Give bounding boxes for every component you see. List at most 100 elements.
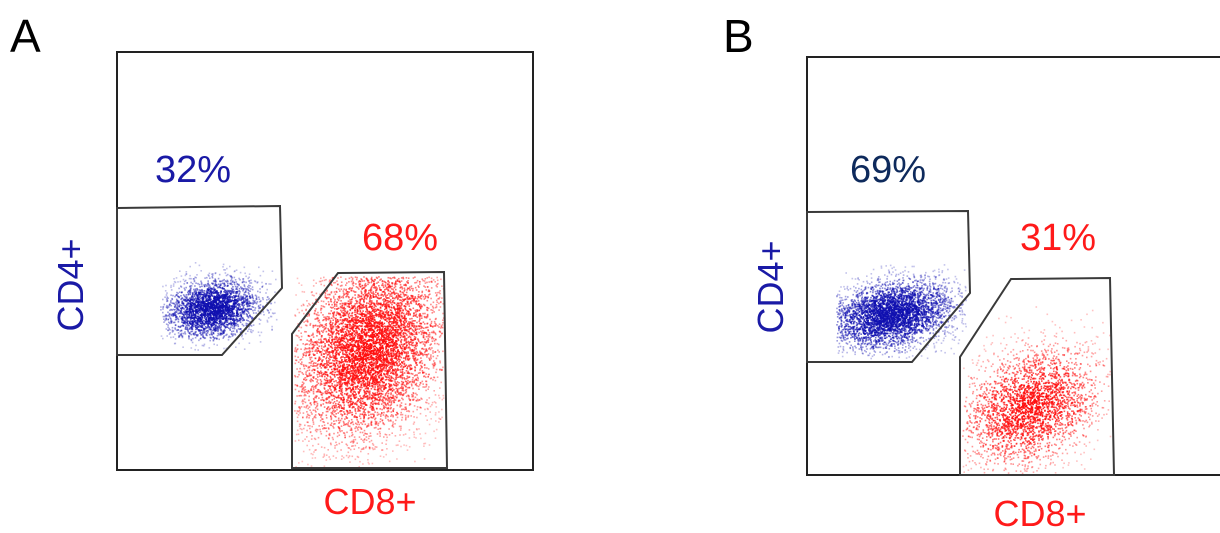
panel-a-cd8-event — [346, 349, 348, 352]
panel-a-cd4-event — [231, 292, 233, 294]
panel-a-cd4-event — [193, 293, 196, 296]
panel-a-cd4-event — [206, 276, 208, 279]
panel-a-cd8-event — [358, 423, 360, 426]
panel-a-cd8-event — [304, 324, 307, 327]
panel-a-cd8-event — [383, 361, 385, 364]
panel-a-cd4-event — [190, 281, 192, 284]
panel-a-cd4-event — [165, 317, 168, 320]
panel-a-cd8-event — [349, 342, 351, 344]
panel-a-cd4-event — [192, 325, 194, 328]
panel-a-cd8-event — [400, 425, 402, 428]
panel-a-cd4-event — [203, 314, 205, 316]
panel-a-cd8-event — [322, 412, 324, 414]
panel-a-cd4-event — [192, 304, 194, 307]
panel-a-cd4-event — [236, 307, 238, 309]
panel-a-cd4-event — [235, 288, 237, 290]
panel-a-cd4-event — [176, 304, 179, 306]
panel-a-cd4-event — [270, 302, 273, 305]
panel-a-cd4-event — [218, 325, 220, 328]
panel-a-cd4-event — [225, 323, 228, 326]
panel-a-cd4-event — [201, 288, 203, 291]
panel-a-cd4-event — [196, 334, 198, 336]
panel-a-cd8-event — [325, 397, 327, 400]
panel-a-cd4-event — [229, 265, 231, 268]
panel-a-cd4-event — [206, 322, 208, 324]
panel-a-cd4-event — [259, 288, 261, 290]
panel-a-cd8-event — [379, 418, 382, 420]
panel-a-cd4-event — [250, 308, 252, 310]
panel-a-cd4-event — [211, 287, 213, 290]
panel-a-cd8-event — [354, 276, 357, 278]
panel-a-cd8-event — [364, 355, 367, 357]
panel-a-cd8-event — [302, 402, 304, 405]
panel-a-cd8-event — [405, 337, 408, 340]
panel-a-cd4-event — [215, 300, 218, 302]
panel-a-cd8-event — [338, 336, 341, 339]
panel-a-cd4-event — [245, 322, 248, 325]
panel-a-cd8-event — [357, 407, 359, 409]
panel-a-cd8-event — [305, 405, 308, 407]
panel-a-cd4-event — [206, 283, 209, 285]
panel-a-cd8-event — [399, 336, 402, 339]
panel-a-cd4-event — [230, 282, 232, 284]
panel-a-cd8-event — [397, 384, 399, 386]
panel-a-cd4-event — [224, 308, 226, 310]
panel-a-cd4-event — [236, 313, 238, 316]
panel-a-cd4-event — [220, 332, 222, 335]
panel-a-cd8-event — [351, 455, 354, 458]
panel-a-cd4-event — [194, 331, 196, 334]
panel-a-cd8-event — [305, 320, 307, 322]
panel-a-cd4-event — [207, 330, 209, 332]
panel-a-cd8-event — [346, 361, 349, 363]
panel-a-cd4-event — [190, 347, 193, 349]
panel-a-cd8-event — [343, 366, 345, 369]
panel-a-cd4-event — [213, 295, 216, 298]
panel-a-cd8-event — [400, 314, 403, 317]
panel-a-cd4-event — [230, 305, 233, 307]
panel-a-cd4-event — [246, 315, 249, 317]
panel-a-cd8-event — [334, 376, 336, 378]
panel-a-cd4-event — [212, 306, 215, 309]
panel-a-cd4-event — [173, 313, 175, 315]
panel-a-cd4-event — [214, 272, 217, 274]
panel-a-cd8-event — [439, 301, 442, 304]
panel-a-cd8-event — [368, 394, 371, 396]
panel-a-cd8-event — [428, 386, 430, 388]
panel-a-cd8-event — [408, 365, 411, 368]
panel-a-cd4-event — [259, 312, 262, 315]
panel-a-cd8-event — [421, 290, 424, 293]
panel-a-cd4-event — [170, 289, 173, 291]
panel-a-cd8-event — [396, 416, 399, 419]
panel-a-cd8-event — [436, 279, 439, 282]
panel-a-cd4-event — [202, 313, 205, 315]
panel-a-cd8-event — [435, 299, 438, 302]
panel-a-cd4-event — [215, 298, 218, 301]
panel-a-cd8-event — [387, 410, 390, 413]
panel-a-cd4-event — [184, 304, 186, 307]
panel-a-cd8-event — [416, 406, 419, 408]
panel-a-cd8-event — [397, 339, 400, 342]
panel-a-cd4-event — [230, 300, 232, 303]
panel-a-cd8-event — [410, 287, 413, 290]
panel-a-cd4-event — [171, 298, 174, 301]
panel-a-cd4-event — [252, 317, 254, 319]
panel-a-cd8-event — [439, 306, 442, 308]
panel-a-cd4-event — [208, 313, 211, 315]
panel-a-cd4-event — [213, 284, 216, 287]
panel-a-cd4-event — [214, 298, 217, 301]
panel-a-cd8-event — [326, 318, 328, 320]
panel-a-cd4-event — [258, 323, 261, 325]
panel-a-cd8-event — [318, 280, 321, 283]
panel-a-cd4-event — [229, 309, 231, 311]
panel-a-cd4-event — [228, 295, 230, 298]
panel-a-cd4-event — [237, 298, 239, 300]
panel-a-cd4-event — [262, 305, 264, 307]
panel-a-cd4-event — [208, 294, 210, 297]
panel-a-cd8-event — [353, 448, 356, 450]
panel-a-cd4-event — [171, 329, 174, 332]
panel-a-cd4-event — [190, 326, 193, 329]
panel-a-cd8-event — [409, 347, 411, 349]
panel-a-cd4-event — [185, 326, 187, 328]
panel-a-cd4-event — [230, 314, 233, 317]
panel-a-cd4-event — [242, 278, 244, 280]
